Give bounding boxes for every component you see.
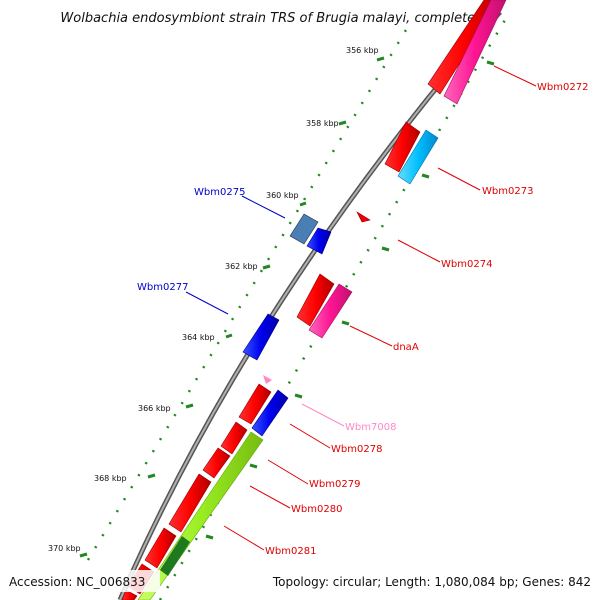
gene-wbm0275[interactable] xyxy=(306,227,332,255)
tick-label: 362 kbp xyxy=(225,262,258,271)
gene-wbm0273-red[interactable] xyxy=(384,121,421,173)
gene-label-wbm0273[interactable]: Wbm0273 xyxy=(482,186,533,197)
cds-wbm0278[interactable] xyxy=(251,389,289,437)
tick-label: 360 kbp xyxy=(266,191,299,200)
topology-summary: Topology: circular; Length: 1,080,084 bp… xyxy=(272,575,591,589)
gene-label-wbm0277[interactable]: Wbm0277 xyxy=(137,282,188,293)
genome-backbone xyxy=(119,11,501,600)
accession-backdrop xyxy=(0,570,160,592)
cds-wbm0272[interactable] xyxy=(443,0,507,105)
major-ticks xyxy=(79,56,495,558)
gene-label-wbm0278[interactable]: Wbm0278 xyxy=(331,444,382,455)
gene-wbm0281[interactable] xyxy=(144,527,177,569)
tick-label: 356 kbp xyxy=(346,46,379,55)
gene-wbm0275-steel[interactable] xyxy=(289,213,319,245)
gene-label-wbm0275[interactable]: Wbm0275 xyxy=(194,187,245,198)
tick-label: 366 kbp xyxy=(138,404,171,413)
reverse-genes xyxy=(242,213,332,361)
gene-label-dnaa[interactable]: dnaA xyxy=(393,342,419,353)
gene-wbm0277[interactable] xyxy=(242,313,280,361)
tick-label: 370 kbp xyxy=(48,544,81,553)
gene-wbm0280[interactable] xyxy=(168,473,212,533)
gene-wbm0279[interactable] xyxy=(202,447,231,479)
gene-label-wbm7008[interactable]: Wbm7008 xyxy=(345,422,396,433)
cds-dnaa[interactable] xyxy=(308,283,353,339)
gene-label-wbm0280[interactable]: Wbm0280 xyxy=(291,504,342,515)
cds-ring xyxy=(137,0,507,600)
summary-backdrop xyxy=(268,570,600,592)
gene-wbm0278b[interactable] xyxy=(220,421,248,455)
label-leaders xyxy=(185,65,537,551)
cds-dark-green[interactable] xyxy=(160,536,190,576)
gene-edge[interactable] xyxy=(121,589,138,600)
gene-label-wbm0272[interactable]: Wbm0272 xyxy=(537,82,588,93)
gene-wbm0278[interactable] xyxy=(238,383,272,425)
gene-dnaa[interactable] xyxy=(296,273,335,327)
gene-label-wbm0274[interactable]: Wbm0274 xyxy=(441,259,492,270)
accession-text: Accession: NC_006833 xyxy=(9,575,145,589)
gene-label-wbm0279[interactable]: Wbm0279 xyxy=(309,479,360,490)
cds-wbm0273[interactable] xyxy=(397,129,439,185)
gene-wbm0274[interactable] xyxy=(356,211,371,223)
gene-label-wbm0281[interactable]: Wbm0281 xyxy=(265,546,316,557)
map-title: Wolbachia endosymbiont strain TRS of Bru… xyxy=(60,11,487,26)
rna-wbm7008[interactable] xyxy=(263,375,272,384)
tick-label: 368 kbp xyxy=(94,474,127,483)
tick-label: 358 kbp xyxy=(306,119,339,128)
tick-label: 364 kbp xyxy=(182,333,215,342)
